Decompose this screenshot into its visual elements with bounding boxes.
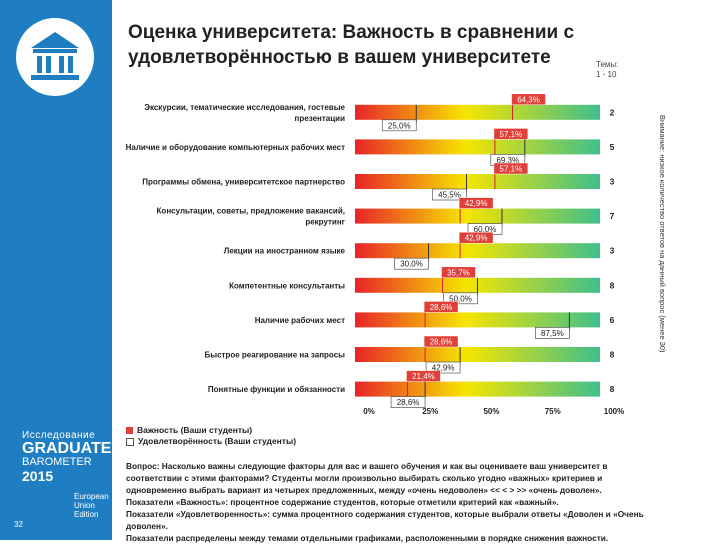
satisfaction-data-label: 87,5% (541, 329, 564, 338)
question-line: одновременно выбрать вариант из четырех … (126, 485, 602, 495)
importance-data-label: 35,7% (447, 268, 470, 277)
importance-data-label: 28,6% (430, 338, 453, 347)
legend-satisfaction-label: Удовлетворённость (Ваши студенты) (138, 436, 297, 446)
themes-label: Темы: (596, 60, 619, 69)
legend-item-importance: Важность (Ваши студенты) (126, 425, 296, 436)
chart-legend: Важность (Ваши студенты) Удовлетворённос… (126, 425, 296, 447)
importance-label-box (458, 197, 494, 209)
category-label: Консультации, советы, предложение ваканс… (157, 207, 345, 216)
importance-label-box (423, 335, 459, 348)
question-line: Показатели «Важность»: процентное содерж… (126, 497, 559, 507)
brand-line2: GRADUATE (22, 440, 112, 457)
brand-edition: European Union Edition (74, 492, 109, 519)
legend-swatch-satisfaction (126, 437, 134, 446)
gradient-bar (355, 208, 600, 224)
category-label: Компетентные консультанты (229, 281, 345, 290)
satisfaction-label-box (443, 292, 478, 305)
theme-number: 3 (610, 177, 615, 187)
gradient-bar (355, 347, 600, 362)
satisfaction-label-box (390, 396, 426, 408)
importance-data-label: 64,3% (517, 95, 540, 104)
importance-data-label: 42,9% (465, 199, 488, 208)
importance-data-label: 21,4% (412, 372, 435, 381)
question-line: Показатели «Удовлетворенность»: сумма пр… (126, 509, 644, 519)
category-label: рекрутинг (305, 218, 345, 227)
satisfaction-data-label: 42,9% (432, 364, 455, 373)
theme-number: 8 (610, 280, 615, 290)
university-building-icon (31, 32, 79, 80)
gradient-bar (355, 381, 600, 397)
x-tick-label: 100% (604, 407, 624, 416)
gradient-bar (355, 243, 600, 259)
importance-label-box (511, 93, 546, 106)
gradient-bar (355, 139, 600, 155)
question-line: доволен». (126, 521, 168, 531)
category-label: Лекции на иностранном языке (224, 247, 346, 256)
category-label: Наличие и оборудование компьютерных рабо… (126, 143, 345, 152)
legend-swatch-importance (126, 427, 133, 435)
importance-label-box (441, 266, 476, 279)
satisfaction-label-box (432, 188, 467, 201)
category-label: Программы обмена, университетское партне… (142, 178, 345, 187)
legend-item-satisfaction: Удовлетворённость (Ваши студенты) (126, 436, 296, 447)
satisfaction-label-box (394, 257, 429, 270)
satisfaction-data-label: 60,0% (474, 225, 497, 234)
brand-line1: Исследование (22, 430, 96, 441)
theme-number: 8 (610, 350, 615, 360)
theme-number: 7 (610, 211, 615, 221)
satisfaction-label-box (381, 119, 417, 132)
themes-header: Темы: 1 - 10 (596, 60, 618, 80)
satisfaction-data-label: 25,0% (388, 121, 411, 130)
importance-label-box (423, 301, 459, 313)
x-tick-label: 0% (363, 407, 375, 416)
question-line: Показатели распределены между темами отд… (126, 533, 609, 543)
category-label: Наличие рабочих мест (255, 316, 345, 325)
brand-year: 2015 (22, 468, 54, 484)
satisfaction-data-label: 50,0% (449, 294, 472, 303)
satisfaction-data-label: 45,5% (438, 191, 461, 200)
gradient-bar (355, 174, 600, 189)
x-tick-label: 50% (483, 407, 499, 416)
question-line: Вопрос: Насколько важны следующие фактор… (126, 461, 608, 471)
question-note: Вопрос: Насколько важны следующие фактор… (126, 460, 671, 544)
theme-number: 2 (610, 107, 615, 117)
gradient-bar (355, 312, 600, 328)
category-label: Быстрое реагирование на запросы (205, 351, 346, 360)
university-logo (16, 18, 94, 96)
importance-label-box (458, 231, 494, 244)
importance-label-box (493, 162, 529, 175)
category-label: Экскурсии, тематические исследования, го… (144, 103, 345, 112)
satisfaction-data-label: 69,3% (496, 156, 519, 165)
brand-line3: BAROMETER (22, 456, 92, 468)
importance-data-label: 57,1% (500, 165, 523, 174)
sidebar: Исследование GRADUATE BAROMETER 2015 Eur… (0, 0, 112, 540)
theme-number: 5 (610, 142, 615, 152)
question-line: соответствии с этими факторами? Студенты… (126, 473, 603, 483)
theme-number: 3 (610, 246, 615, 256)
importance-label-box (493, 128, 529, 140)
satisfaction-label-box (535, 327, 570, 339)
category-label: Понятные функции и обязанности (208, 385, 345, 394)
page-title: Оценка университета: Важность в сравнени… (128, 22, 575, 68)
importance-label-box (406, 370, 441, 382)
satisfaction-label-box (425, 361, 461, 374)
graduate-barometer-brand: Исследование GRADUATE BAROMETER 2015 Eur… (22, 430, 112, 519)
category-label: презентации (295, 114, 346, 123)
page-number: 32 (14, 520, 23, 529)
x-tick-label: 25% (422, 407, 438, 416)
satisfaction-data-label: 30,0% (400, 260, 423, 269)
legend-importance-label: Важность (Ваши студенты) (137, 425, 253, 435)
theme-number: 6 (610, 315, 615, 325)
gradient-bar (355, 104, 600, 120)
satisfaction-data-label: 28,6% (397, 398, 420, 407)
x-tick-label: 75% (545, 407, 561, 416)
importance-data-label: 57,1% (500, 130, 523, 139)
theme-number: 8 (610, 384, 615, 394)
importance-data-label: 28,6% (430, 303, 453, 312)
themes-range: 1 - 10 (596, 70, 617, 79)
importance-data-label: 42,9% (465, 234, 488, 243)
